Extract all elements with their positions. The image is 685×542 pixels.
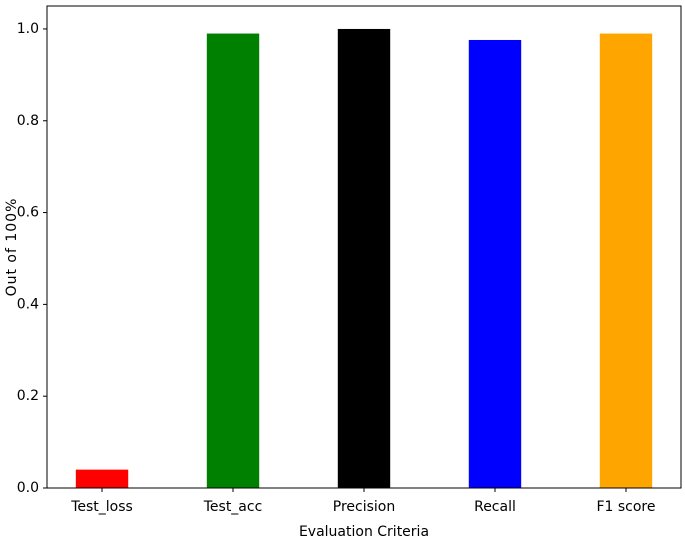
x-tick-label: Test_loss [70, 499, 133, 515]
y-axis-label: Out of 100% [4, 198, 20, 297]
bar [468, 39, 522, 489]
x-tick-label: Precision [333, 499, 395, 515]
x-axis-label: Evaluation Criteria [299, 524, 429, 540]
y-tick-label: 0.6 [17, 205, 39, 221]
y-tick-label: 0.0 [17, 480, 39, 496]
bar [206, 33, 260, 489]
y-tick-label: 0.4 [17, 296, 39, 312]
plot-frame [46, 5, 682, 489]
bar [75, 469, 129, 488]
y-tick-label: 1.0 [17, 21, 39, 37]
bar [599, 33, 653, 489]
x-tick-label: F1 score [596, 499, 655, 515]
y-tick-label: 0.2 [17, 388, 39, 404]
y-tick-label: 0.8 [17, 113, 39, 129]
x-tick-label: Test_acc [203, 499, 263, 515]
bar [337, 28, 391, 488]
x-tick-label: Recall [474, 499, 516, 515]
